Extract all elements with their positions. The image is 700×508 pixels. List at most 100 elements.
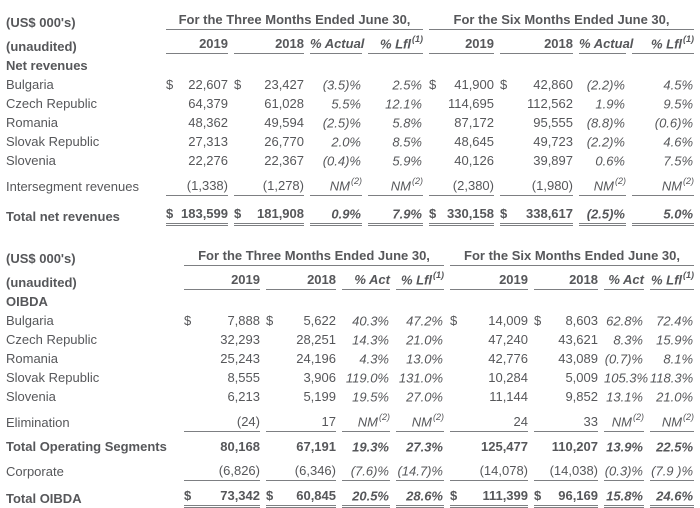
amount-value: 27,313 [188,134,228,149]
three-months-2019-cell: 8,555 [184,366,260,385]
percent-value: NM [593,178,614,193]
amount-value: 8,603 [565,313,598,328]
amount-value: 26,770 [264,134,304,149]
percent-value: NM [390,178,411,193]
amount-value: 33 [583,414,598,429]
three-months-2019-cell: 27,313 [166,130,228,149]
amount-value: 39,897 [533,153,573,168]
amount-value: 11,144 [489,389,528,404]
six-months-pct-actual-cell: 0.6% [579,149,626,168]
col-header-2018: 2018 [500,30,573,54]
oibda-table: (US$ 000's) For the Three Months Ended J… [0,240,700,508]
six-months-pct-lfl-cell: NM(2) [632,168,695,196]
table-row: Czech Republic 32,293 28,251 14.3% 21.0%… [6,328,694,347]
three-months-2019-cell: $7,888 [184,309,260,328]
three-months-2019-cell [166,54,228,73]
three-months-pct-lfl-cell: NM(2) [396,404,444,432]
dollar-sign: $ [184,313,192,328]
three-months-2019-cell: 22,276 [166,149,228,168]
three-months-pct-actual-cell: NM(2) [310,168,362,196]
amount-value: 183,599 [181,206,228,221]
row-label: Total OIBDA [6,491,82,506]
dollar-sign: $ [429,206,437,221]
six-months-2018-cell: $8,603 [534,309,598,328]
six-months-2019-cell [429,54,494,73]
col-header-pct-act: % Act [342,266,390,290]
six-months-2019-cell: 10,284 [450,366,528,385]
table-row: Total net revenues $183,599 $181,908 0.9… [6,196,695,226]
amount-value: 32,293 [220,332,260,347]
dollar-sign: $ [429,77,437,92]
three-months-pct-lfl-cell: 5.9% [368,149,423,168]
six-months-pct-lfl-cell: 9.5% [632,92,694,111]
six-months-pct-actual-cell: NM(2) [579,168,626,196]
units-label: (US$ 000's) [6,15,76,30]
percent-value: NM [611,414,632,429]
dollar-sign: $ [450,313,458,328]
dollar-sign: $ [234,206,242,221]
three-months-pct-lfl-cell: 8.5% [368,130,423,149]
amount-value: 95,555 [533,115,573,130]
percent-value: 0.6% [595,153,625,168]
six-months-pct-lfl-cell [650,290,694,309]
six-months-pct-actual-cell: 13.9% [604,432,644,456]
amount-value: 3,906 [303,370,336,385]
six-months-pct-lfl-cell: 8.1% [650,347,694,366]
footnote-marker: (2) [683,411,695,422]
percent-value: 21.0% [406,332,443,347]
col-header-pct-lfl-label: % Lfl [650,36,683,51]
three-months-2019-cell: $183,599 [166,196,228,226]
three-months-2018-cell: 5,199 [266,385,336,404]
three-months-pct-lfl-cell: 2.5% [368,73,423,92]
six-months-2019-cell: $41,900 [429,73,494,92]
three-months-2018-cell: 22,367 [234,149,304,168]
three-months-group-header: For the Three Months Ended June 30, [166,4,423,30]
six-months-pct-actual-cell: (8.8)% [579,111,626,130]
six-months-2018-cell: 112,562 [500,92,573,111]
six-months-pct-lfl-cell [632,54,694,73]
amount-value: 25,243 [220,351,260,366]
six-months-2019-cell: (2,380) [429,168,494,196]
three-months-pct-actual-cell: (3.5)% [310,73,362,92]
table-row: Elimination (24) 17 NM(2) NM(2) 24 33 NM… [6,404,695,432]
six-months-2018-cell: (1,980) [500,168,573,196]
amount-value: 60,845 [296,488,336,503]
col-header-pct-actual: % Actual [310,30,364,54]
three-months-pct-lfl-cell: 131.0% [396,366,444,385]
dollar-sign: $ [166,206,174,221]
table-row: Total OIBDA $73,342 $60,845 20.5% 28.6% … [6,481,695,508]
six-months-2018-cell [534,290,598,309]
percent-value: 13.9% [606,439,643,454]
three-months-pct-lfl-cell: 47.2% [396,309,444,328]
amount-value: 28,251 [296,332,336,347]
col-header-2018: 2018 [266,266,336,290]
percent-value: (3.5)% [322,77,361,92]
col-header-pct-lfl-label: % Lfl [379,36,411,51]
table-row: Czech Republic 64,379 61,028 5.5% 12.1% … [6,92,694,111]
three-months-2019-cell: (24) [184,404,260,432]
six-months-pct-lfl-cell: 24.6% [650,481,695,508]
row-label: Slovenia [6,153,56,168]
amount-value: 22,367 [264,153,304,168]
row-label: Slovak Republic [6,370,100,385]
percent-value: 40.3% [352,313,389,328]
amount-value: 49,723 [533,134,573,149]
amount-value: 8,555 [227,370,260,385]
table-row: Bulgaria $22,607 $23,427 (3.5)% 2.5% $41… [6,73,694,92]
three-months-2018-cell: 61,028 [234,92,304,111]
six-months-2019-cell: 42,776 [450,347,528,366]
three-months-pct-actual-cell: 19.3% [342,432,390,456]
percent-value: (0.3)% [604,463,643,478]
footnote-marker: (2) [412,175,423,186]
six-months-pct-lfl-cell: (7.9 )% [650,456,695,481]
six-months-2018-cell: 43,089 [534,347,598,366]
footnote-marker: (2) [683,175,695,186]
net-revenues-table: (US$ 000's) For the Three Months Ended J… [0,4,700,226]
dollar-sign: $ [266,313,274,328]
six-months-pct-lfl-cell: 21.0% [650,385,694,404]
six-months-pct-actual-cell: (2.2)% [579,73,626,92]
six-months-2018-cell: 95,555 [500,111,573,130]
three-months-2018-cell: $60,845 [266,481,336,508]
six-months-2019-cell: 87,172 [429,111,494,130]
six-months-pct-actual-cell: 8.3% [604,328,644,347]
